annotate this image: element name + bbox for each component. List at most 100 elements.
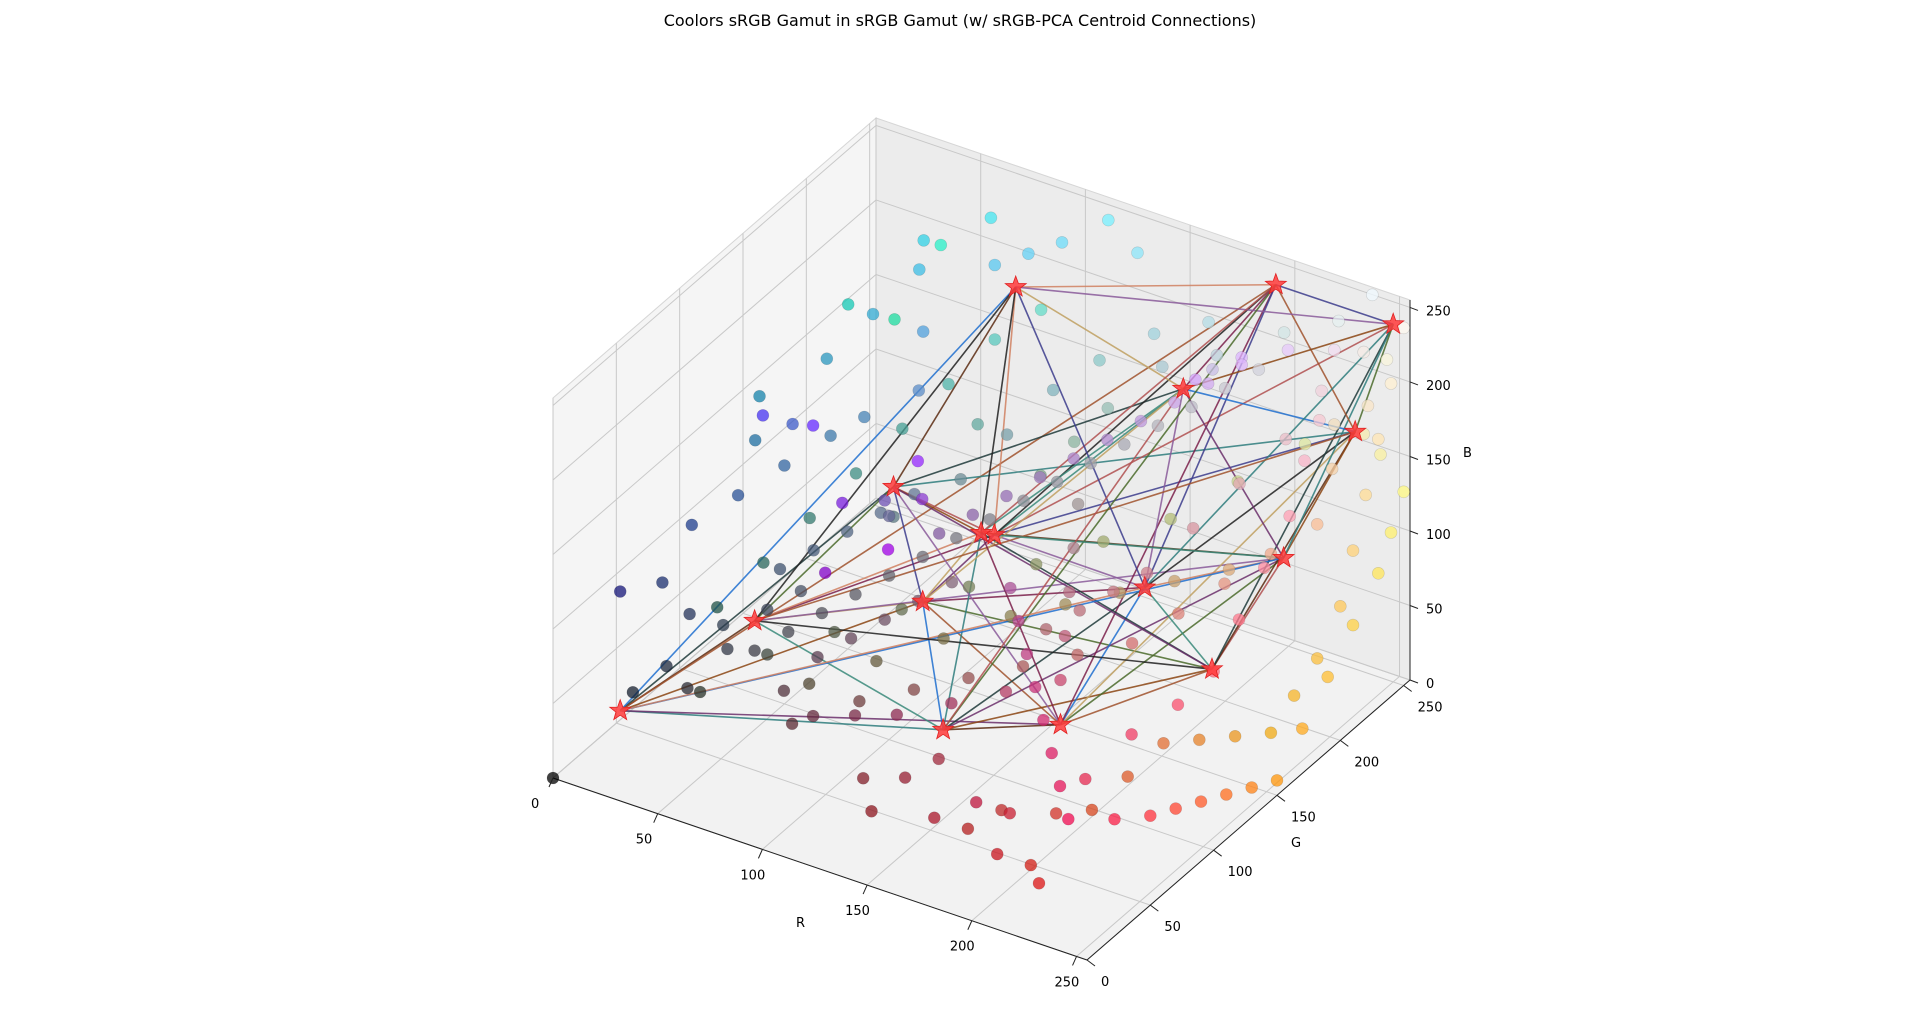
data-point — [945, 696, 958, 710]
data-point — [1397, 485, 1410, 499]
centroid-edge — [942, 388, 1184, 731]
centroid-star — [1343, 419, 1367, 442]
data-point — [773, 562, 787, 576]
data-point — [1361, 399, 1375, 413]
data-point — [916, 325, 930, 338]
data-point — [878, 613, 892, 626]
data-point — [807, 543, 820, 557]
axis-lines — [552, 300, 1411, 961]
data-point — [1055, 236, 1069, 249]
data-point — [932, 527, 946, 540]
data-point — [1134, 414, 1148, 428]
data-point — [1298, 437, 1312, 451]
centroid-edge — [922, 534, 995, 603]
centroid-star — [743, 608, 767, 631]
data-point — [1232, 613, 1246, 626]
centroid-edge — [943, 723, 1061, 731]
centroid-edge — [1354, 324, 1394, 432]
data-point — [756, 409, 770, 422]
grid-line-b — [875, 348, 1411, 532]
data-point — [888, 313, 901, 326]
data-point — [912, 263, 926, 276]
centroid-edge — [980, 388, 1184, 534]
data-point — [911, 454, 925, 468]
centroid-edge — [1015, 283, 1276, 288]
centroid-edge — [892, 486, 924, 602]
data-point — [806, 709, 820, 723]
data-point — [748, 644, 761, 657]
centroid-edge — [1014, 286, 1146, 588]
data-point — [848, 709, 862, 722]
axis-labels: R G B — [796, 446, 1472, 931]
data-point — [1020, 647, 1034, 661]
data-point — [1220, 788, 1233, 801]
x-tick-label: 50 — [636, 833, 653, 848]
data-point — [890, 708, 904, 722]
data-point — [1346, 618, 1360, 632]
data-point — [1359, 488, 1372, 502]
data-point — [916, 550, 930, 564]
data-point — [1140, 566, 1154, 580]
grid-line-g — [679, 667, 1214, 851]
data-point — [1003, 581, 1017, 595]
data-point — [1125, 728, 1138, 741]
data-point — [857, 410, 871, 424]
centroid-edge — [922, 601, 1062, 726]
centroid-star — [1264, 272, 1288, 295]
centroid-edge — [921, 601, 944, 730]
centroid-star — [931, 717, 955, 740]
data-point — [1194, 795, 1208, 808]
centroid-edge — [619, 286, 1017, 712]
data-point — [1107, 585, 1120, 599]
data-point — [866, 307, 880, 321]
data-point — [1245, 781, 1258, 794]
centroid-edge — [1144, 431, 1356, 589]
data-point — [881, 543, 895, 556]
data-point — [794, 584, 808, 598]
data-point — [1046, 383, 1060, 397]
y-tick — [1086, 959, 1096, 967]
data-point — [1283, 509, 1296, 523]
data-point — [1029, 557, 1043, 571]
data-point — [1328, 343, 1341, 357]
data-point — [853, 694, 866, 708]
centroid-edge — [754, 620, 944, 731]
centroid-star — [881, 474, 906, 497]
centroid-edge — [620, 709, 1061, 726]
data-point — [1287, 689, 1301, 702]
centroid-edge — [980, 532, 1062, 726]
data-point — [806, 419, 820, 432]
data-point — [1101, 401, 1115, 415]
data-point — [1298, 454, 1311, 468]
centroid-star — [1271, 545, 1296, 568]
data-point — [988, 333, 1002, 346]
data-point — [1384, 377, 1398, 390]
centroid-edge — [994, 534, 1284, 559]
z-tick-label: 50 — [1426, 602, 1443, 617]
z-tick-label: 250 — [1426, 304, 1451, 319]
data-point — [1384, 526, 1398, 539]
data-point — [1157, 736, 1170, 750]
data-point — [1193, 733, 1206, 747]
x-axis-line — [552, 777, 1088, 961]
data-point — [828, 625, 841, 639]
data-point — [1067, 452, 1080, 465]
data-point — [966, 508, 980, 522]
centroid-edge — [993, 284, 1277, 536]
centroid-edge — [754, 534, 995, 622]
data-point — [660, 659, 673, 673]
data-point — [710, 600, 724, 614]
y-tick-label: 0 — [1101, 975, 1109, 990]
grid-line-b — [552, 348, 877, 630]
z-tick-label: 0 — [1426, 677, 1434, 692]
y-tick-label: 100 — [1228, 865, 1253, 880]
data-point — [849, 467, 863, 480]
x-tick-label: 200 — [950, 940, 975, 955]
centroid-edge — [1182, 284, 1277, 390]
data-point — [1185, 400, 1198, 414]
centroid-edge — [619, 486, 895, 712]
centroid-edge — [993, 323, 1394, 536]
data-point — [1024, 858, 1038, 872]
centroid-edge — [1183, 323, 1394, 390]
